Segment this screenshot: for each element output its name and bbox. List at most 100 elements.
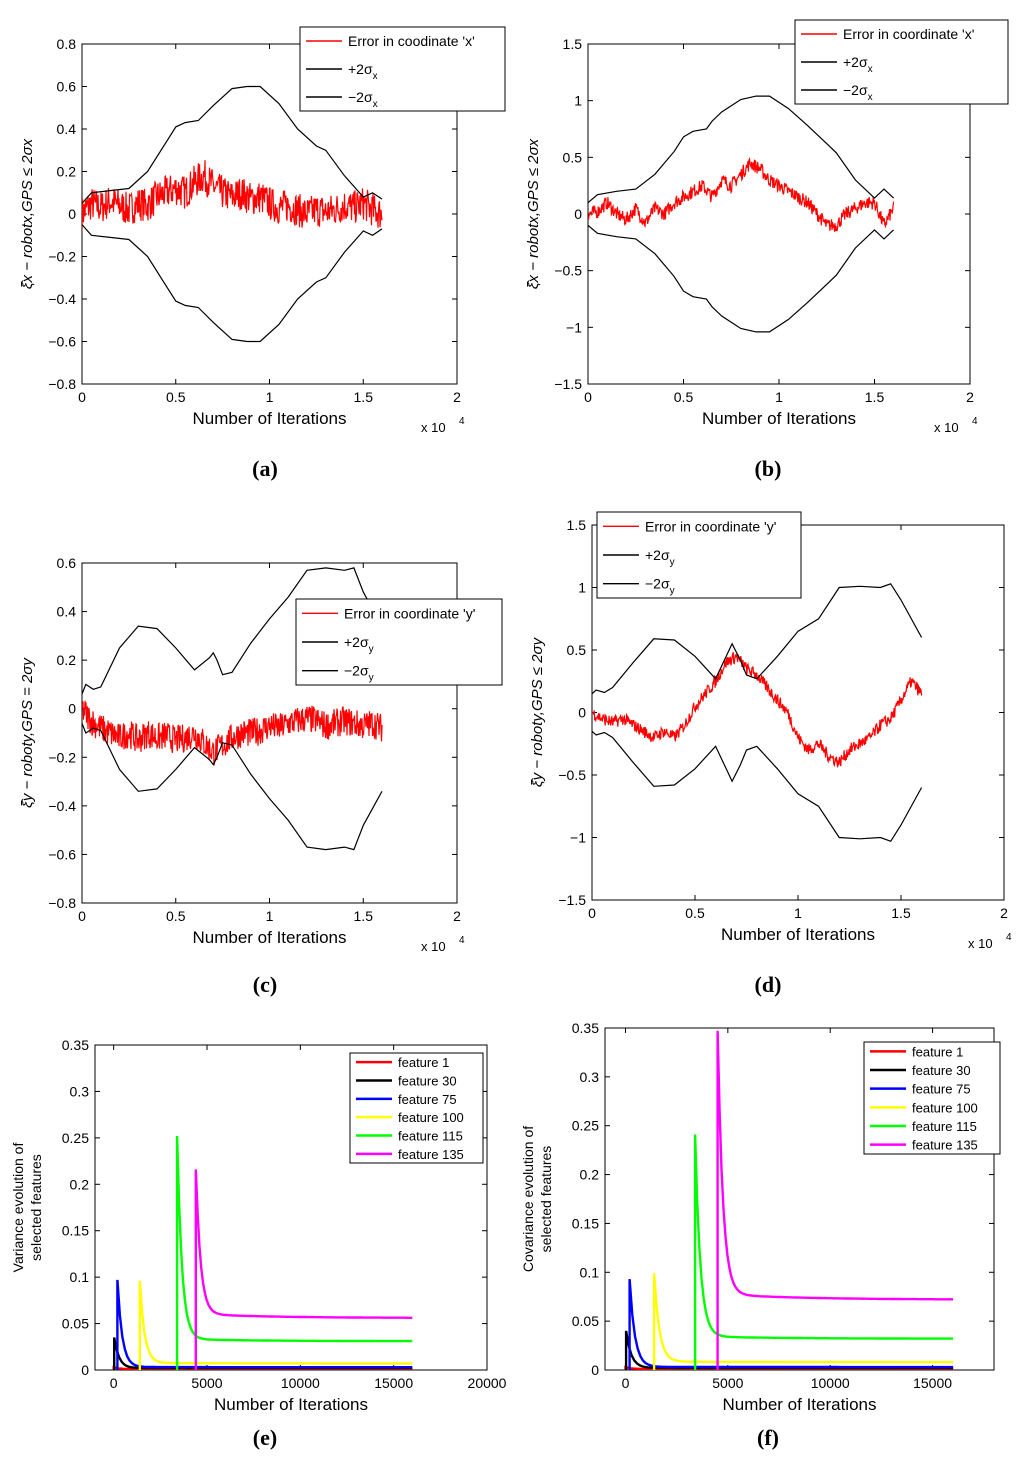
legend-label: Error in coordinate 'y' [645, 518, 776, 534]
series-line [175, 1135, 413, 1370]
y-tick-label: 0 [591, 1362, 599, 1378]
series-line [82, 160, 383, 232]
y-axis-label: ξ̂y − roboty,GPS ≤ 2σy [529, 636, 546, 787]
x-tick-label: 0 [588, 905, 596, 921]
series-line [628, 1279, 954, 1370]
series-group [588, 95, 895, 333]
panel-label: (b) [755, 456, 782, 481]
y-tick-label: 0.2 [70, 1176, 90, 1192]
y-tick-label: 0.4 [57, 121, 77, 137]
y-tick-label: 0.05 [572, 1313, 599, 1329]
y-tick-label: 0.5 [567, 642, 587, 658]
y-tick-label: −1 [566, 319, 582, 335]
legend-subscript: y [670, 557, 675, 568]
y-tick-label: −0.5 [558, 767, 586, 783]
x-tick-label: 0 [78, 389, 86, 405]
x-tick-label: 2 [1000, 905, 1008, 921]
legend-label: feature 100 [398, 1110, 464, 1125]
x-tick-label: 2 [453, 389, 461, 405]
series-line [82, 723, 383, 851]
x-tick-label: 5000 [191, 1375, 222, 1391]
legend-label: feature 30 [912, 1063, 971, 1078]
legend-label: −2σy [344, 663, 374, 684]
x-axis-label: Number of Iterations [192, 928, 346, 947]
legend-label: feature 135 [398, 1147, 464, 1162]
x-axis-multiplier: x 10 [421, 420, 446, 435]
legend: Error in coordinate 'x' +2σx −2σx [794, 19, 1009, 105]
legend-label: feature 115 [398, 1129, 463, 1144]
x-axis-multiplier: x 10 [934, 420, 959, 435]
y-tick-label: 0.25 [62, 1130, 89, 1146]
chart-c: 0 0.5 1 1.5 2 −0.8 −0.6 −0.4 −0.2 0 0.2 0.4 0.6 Numbe… [19, 555, 503, 954]
panel-label: (e) [253, 1425, 277, 1450]
chart-a: 0 0.5 1 1.5 2 −0.8 −0.6 −0.4 −0.2 0 0.2 0.4 0.6 0.8 Nu… [19, 26, 506, 435]
y-tick-label: 0.35 [62, 1037, 89, 1053]
x-tick-label: 0.5 [166, 908, 186, 924]
series-line [138, 1280, 413, 1370]
series-line [588, 224, 895, 333]
y-tick-label: −0.8 [48, 895, 76, 911]
x-tick-label: 10000 [811, 1375, 850, 1391]
y-tick-label: 0.3 [580, 1069, 600, 1085]
y-tick-label: 0.2 [580, 1167, 600, 1183]
x-tick-label: 0 [622, 1375, 630, 1391]
legend-label: −2σy [645, 576, 675, 597]
series-line [113, 1337, 413, 1370]
y-tick-label: −0.2 [48, 749, 76, 765]
y-tick-label: −0.4 [48, 291, 76, 307]
x-tick-label: 0 [110, 1375, 118, 1391]
legend-label: +2σy [645, 547, 675, 568]
legend-subscript: x [373, 99, 378, 110]
legend-label: Error in coordinate 'x' [843, 26, 974, 42]
panel-label: (d) [755, 972, 782, 997]
y-tick-label: 0 [68, 206, 76, 222]
x-tick-label: 15000 [913, 1375, 952, 1391]
chart-f: 0 5000 10000 15000 0 0.05 0.1 0.15 0.2 0.25 0.3 0.3… [520, 1020, 1001, 1414]
legend-label: Error in coordinate 'y' [344, 605, 475, 621]
legend: Error in coordinate 'y' +2σy −2σy [295, 598, 503, 686]
legend-label: +2σx [348, 61, 378, 82]
x-axis-label: Number of Iterations [721, 925, 875, 944]
x-tick-label: 1 [794, 905, 802, 921]
x-tick-label: 0 [584, 389, 592, 405]
x-axis-exponent: 4 [1006, 932, 1012, 943]
legend-label: −2σx [843, 82, 873, 103]
panel-label: (c) [253, 972, 277, 997]
legend-label: feature 1 [398, 1055, 449, 1070]
x-tick-label: 1.5 [354, 389, 374, 405]
legend-subscript: y [670, 586, 675, 597]
legend: Error in coordinate 'y' +2σy −2σy [596, 511, 802, 599]
x-tick-label: 1 [266, 389, 274, 405]
legend: feature 1 feature 30 feature 75 feature 100… [349, 1052, 484, 1164]
legend-label: feature 1 [912, 1044, 963, 1059]
x-tick-label: 0.5 [685, 905, 705, 921]
series-group [82, 567, 383, 851]
series-line [588, 95, 895, 204]
x-tick-label: 1.5 [891, 905, 911, 921]
legend-label: feature 75 [398, 1092, 457, 1107]
y-axis-label: selected features [28, 1154, 44, 1261]
legend-subscript: y [369, 644, 374, 655]
series-line [693, 1134, 954, 1370]
y-tick-label: 0 [578, 705, 586, 721]
x-axis-label: Number of Iterations [214, 1395, 368, 1414]
series-line [592, 652, 923, 768]
legend-label: feature 75 [912, 1082, 971, 1097]
series-line [82, 85, 383, 204]
x-axis-label: Number of Iterations [192, 409, 346, 428]
y-tick-label: 0.05 [62, 1316, 89, 1332]
x-tick-label: 15000 [374, 1375, 413, 1391]
y-tick-label: −0.2 [48, 249, 76, 265]
legend-subscript: y [369, 673, 374, 684]
x-tick-label: 20000 [468, 1375, 507, 1391]
x-tick-label: 5000 [712, 1375, 743, 1391]
y-tick-label: −0.6 [48, 334, 76, 350]
y-tick-label: 0.8 [57, 36, 77, 52]
x-tick-label: 2 [966, 389, 974, 405]
y-tick-label: 1.5 [563, 36, 583, 52]
x-axis-multiplier: x 10 [968, 936, 993, 951]
x-tick-label: 1 [775, 389, 783, 405]
series-line [592, 583, 923, 695]
y-axis-label: ξ̂x − robotx,GPS ≤ 2σx [525, 138, 542, 289]
